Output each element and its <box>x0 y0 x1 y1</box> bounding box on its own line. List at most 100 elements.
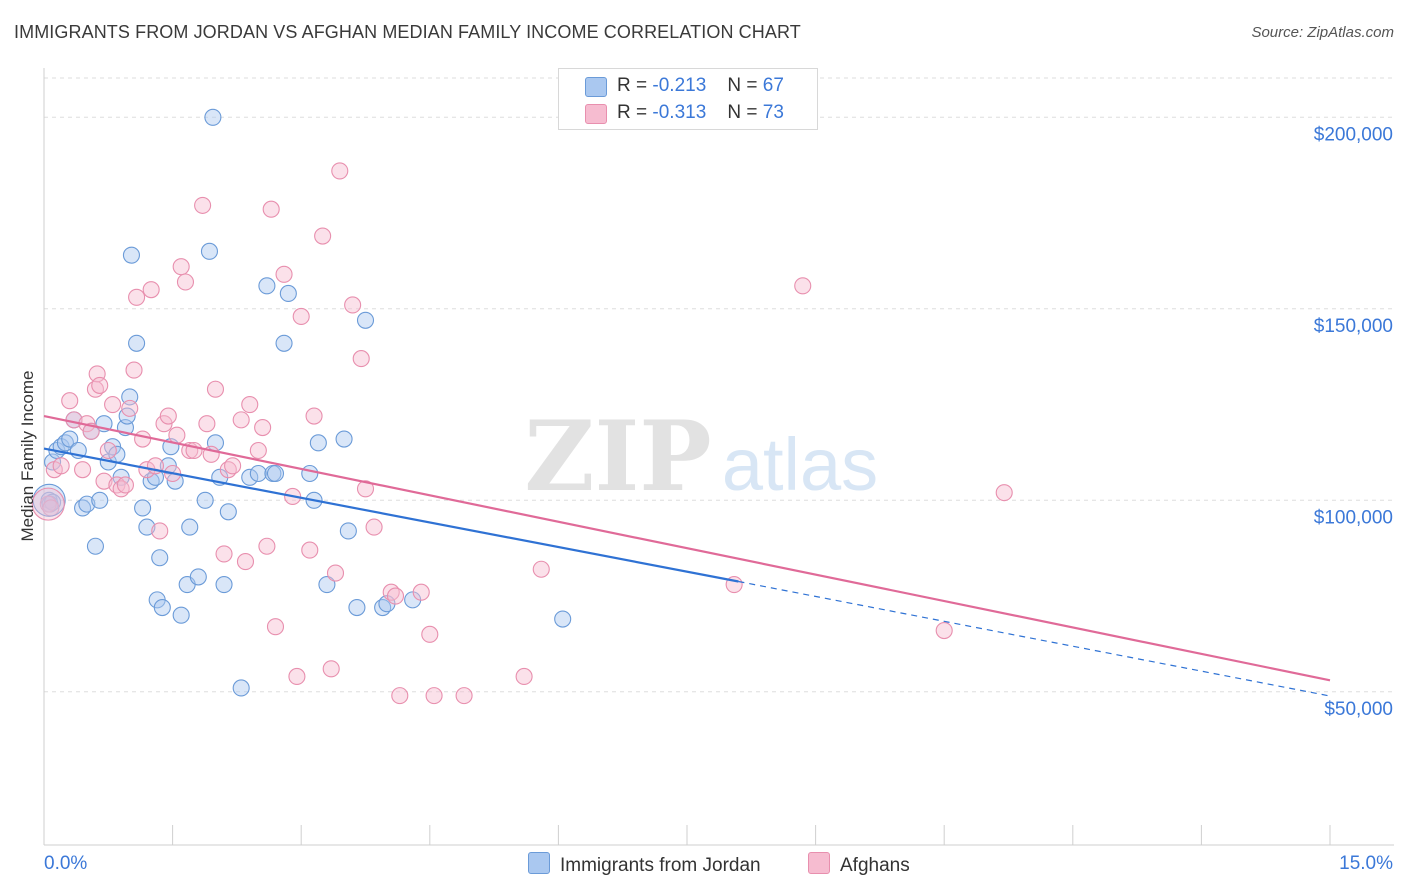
afghan-point <box>322 660 340 678</box>
bottom-legend-label-afghans: Afghans <box>840 855 910 876</box>
afghan-point <box>249 441 267 460</box>
tick-labels: $50,000 $100,000 $150,000 $200,000 0.0% 15.0% <box>44 124 1393 874</box>
afghan-point <box>455 687 473 705</box>
trend-lines <box>43 414 1331 697</box>
afghan-point <box>532 560 550 578</box>
legend-n-label: N = <box>727 102 758 123</box>
legend-n-label: N = <box>727 75 758 96</box>
watermark: ZIP atlas <box>524 400 878 513</box>
legend-swatch-afghans <box>585 104 607 124</box>
afghan-point <box>224 457 242 475</box>
afghan-point <box>142 281 160 299</box>
afghan-point <box>331 162 349 180</box>
y-axis-label: Median Family Income <box>18 370 37 541</box>
afghan-point <box>91 376 109 394</box>
afghan-point <box>99 441 117 460</box>
legend-swatch-jordan <box>585 77 607 97</box>
jordan-point <box>196 491 214 509</box>
jordan-point <box>249 464 267 483</box>
jordan-point <box>181 518 199 536</box>
afghan-point <box>151 522 169 540</box>
afghan-point <box>159 407 177 425</box>
jordan-point <box>61 430 79 448</box>
jordan-point <box>339 522 357 540</box>
jordan-point <box>348 598 366 617</box>
afghan-trend-line <box>43 414 1331 682</box>
legend-n-value-jordan: 67 <box>762 75 784 96</box>
bottom-legend-label-jordan: Immigrants from Jordan <box>560 855 761 876</box>
legend-r-value-afghans: -0.313 <box>652 102 707 123</box>
afghan-point <box>52 457 70 475</box>
afghan-point <box>134 430 152 448</box>
jordan-point <box>172 606 190 624</box>
afghan-point <box>95 472 113 490</box>
x-tick-label: 15.0% <box>1339 853 1393 874</box>
jordan-point <box>335 430 353 448</box>
afghan-point <box>194 196 212 214</box>
jordan-point <box>309 434 327 452</box>
afghan-point <box>232 411 250 429</box>
afghan-point <box>206 380 225 398</box>
watermark-atlas: atlas <box>722 423 878 506</box>
afghan-point <box>121 399 139 417</box>
jordan-point <box>200 242 219 260</box>
afghan-point <box>352 350 370 368</box>
bottom-legend-swatch-afghans <box>808 852 830 874</box>
jordan-point <box>266 464 285 483</box>
afghan-point <box>515 667 533 686</box>
grid-lines <box>44 77 1394 693</box>
afghan-point <box>104 395 122 414</box>
jordan-point <box>219 503 237 521</box>
afghan-point <box>262 200 280 218</box>
afghan-point <box>292 307 310 326</box>
afghan-point <box>386 587 405 605</box>
jordan-point <box>122 246 140 264</box>
bottom-legend-swatch-jordan <box>528 852 550 874</box>
source-label: Source: ZipAtlas.com <box>1251 24 1394 41</box>
afghan-point <box>356 480 375 498</box>
afghan-point <box>391 687 409 705</box>
afghan-point <box>241 395 259 414</box>
jordan-trend-extension <box>738 580 1331 697</box>
x-tick-label: 0.0% <box>44 853 87 874</box>
legend-n-value-afghans: 73 <box>762 102 784 123</box>
jordan-point <box>204 108 222 126</box>
afghan-point <box>215 545 233 563</box>
afghan-point <box>61 392 79 410</box>
jordan-point <box>151 549 169 567</box>
jordan-point <box>153 598 171 617</box>
jordan-point <box>232 679 250 697</box>
jordan-point <box>258 277 276 295</box>
afghan-point <box>365 518 383 536</box>
jordan-point <box>241 468 259 486</box>
afghan-point <box>794 277 812 295</box>
bottom-legend-jordan: Immigrants from Jordan <box>528 852 761 877</box>
afghan-point <box>236 553 255 571</box>
afghan-point <box>288 667 306 686</box>
afghan-point <box>344 296 362 314</box>
afghan-point <box>198 415 216 433</box>
afghan-point <box>326 564 345 582</box>
afghan-point <box>172 258 190 276</box>
afghan-point-cluster <box>31 487 65 521</box>
y-tick-label: $100,000 <box>1314 507 1393 528</box>
chart-title: IMMIGRANTS FROM JORDAN VS AFGHAN MEDIAN … <box>14 22 801 42</box>
jordan-point <box>78 495 96 513</box>
afghan-point <box>176 273 195 291</box>
afghan-point <box>128 288 146 306</box>
afghan-point <box>275 265 293 283</box>
afghan-point <box>266 618 285 636</box>
bottom-legend-afghans: Afghans <box>808 852 910 877</box>
afghan-point <box>412 583 430 601</box>
legend-r-label: R = <box>617 75 648 96</box>
afghan-point <box>168 426 186 444</box>
jordan-point <box>138 518 156 536</box>
afghan-point <box>74 461 92 479</box>
jordan-point <box>189 568 207 586</box>
jordan-point <box>318 576 336 594</box>
afghan-point <box>305 407 323 425</box>
afghan-point <box>425 687 443 705</box>
afghan-point <box>314 227 332 245</box>
jordan-point <box>554 610 572 628</box>
